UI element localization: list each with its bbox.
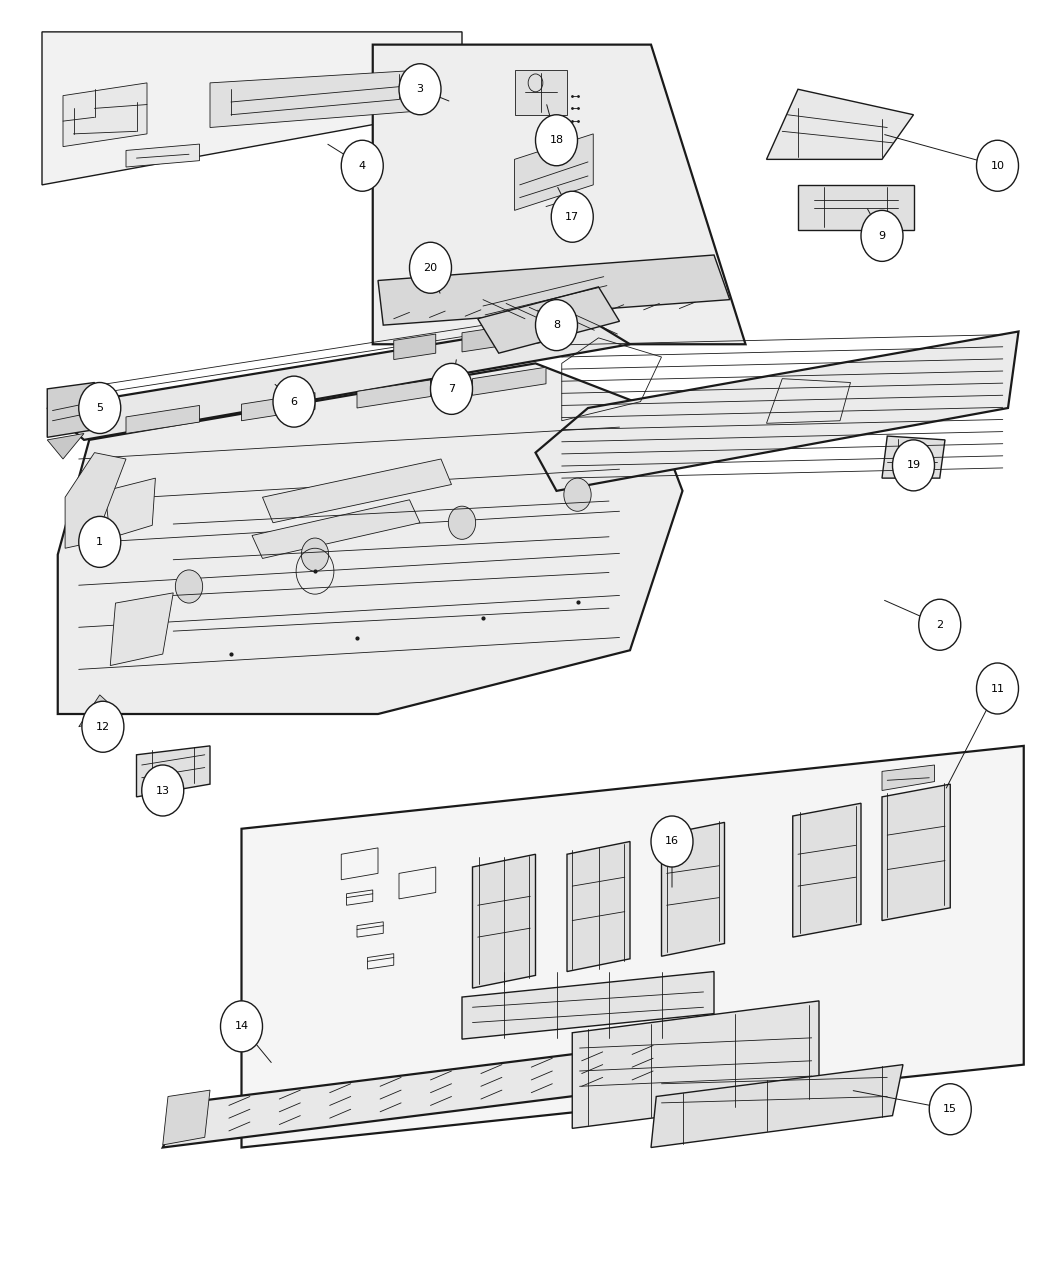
Polygon shape <box>378 255 730 325</box>
Polygon shape <box>47 434 84 459</box>
Polygon shape <box>766 89 914 159</box>
Text: 11: 11 <box>990 683 1005 694</box>
Polygon shape <box>373 45 746 344</box>
Polygon shape <box>357 380 430 408</box>
Text: 3: 3 <box>417 84 423 94</box>
Polygon shape <box>210 70 420 128</box>
Polygon shape <box>472 367 546 395</box>
Text: 15: 15 <box>943 1104 958 1114</box>
Circle shape <box>448 506 476 539</box>
Polygon shape <box>462 972 714 1039</box>
Text: 7: 7 <box>448 384 455 394</box>
Polygon shape <box>79 695 121 727</box>
Polygon shape <box>47 382 94 437</box>
Text: 19: 19 <box>906 460 921 470</box>
Text: 13: 13 <box>155 785 170 796</box>
Circle shape <box>175 570 203 603</box>
Polygon shape <box>105 478 155 538</box>
Polygon shape <box>136 746 210 797</box>
Circle shape <box>410 242 452 293</box>
Text: 6: 6 <box>291 397 297 407</box>
Circle shape <box>399 64 441 115</box>
Text: 17: 17 <box>565 212 580 222</box>
Text: 4: 4 <box>359 161 365 171</box>
Polygon shape <box>882 765 934 790</box>
Polygon shape <box>798 185 914 230</box>
Polygon shape <box>65 453 126 548</box>
Circle shape <box>651 816 693 867</box>
Polygon shape <box>242 746 1024 1148</box>
Circle shape <box>79 516 121 567</box>
Polygon shape <box>478 287 620 353</box>
Polygon shape <box>163 1039 693 1148</box>
Circle shape <box>82 701 124 752</box>
Polygon shape <box>567 842 630 972</box>
Polygon shape <box>462 326 504 352</box>
Circle shape <box>273 376 315 427</box>
Circle shape <box>551 191 593 242</box>
Text: 2: 2 <box>937 620 943 630</box>
Circle shape <box>929 1084 971 1135</box>
Polygon shape <box>242 393 315 421</box>
Text: 1: 1 <box>97 537 103 547</box>
Polygon shape <box>662 822 724 956</box>
Circle shape <box>564 478 591 511</box>
Polygon shape <box>530 319 572 344</box>
Circle shape <box>301 538 329 571</box>
Polygon shape <box>394 334 436 360</box>
Text: 10: 10 <box>990 161 1005 171</box>
Text: 14: 14 <box>234 1021 249 1031</box>
Circle shape <box>892 440 934 491</box>
Circle shape <box>79 382 121 434</box>
Polygon shape <box>651 1065 903 1148</box>
Circle shape <box>142 765 184 816</box>
Polygon shape <box>572 1001 819 1128</box>
Polygon shape <box>882 436 945 478</box>
Polygon shape <box>110 593 173 666</box>
Text: 8: 8 <box>553 320 560 330</box>
Polygon shape <box>882 784 950 921</box>
Polygon shape <box>793 803 861 937</box>
Polygon shape <box>472 854 536 988</box>
Polygon shape <box>514 134 593 210</box>
Polygon shape <box>126 144 200 167</box>
Polygon shape <box>252 500 420 558</box>
Circle shape <box>536 300 578 351</box>
Circle shape <box>536 115 578 166</box>
Circle shape <box>919 599 961 650</box>
Circle shape <box>341 140 383 191</box>
Circle shape <box>430 363 473 414</box>
Circle shape <box>976 140 1018 191</box>
Text: 9: 9 <box>879 231 885 241</box>
Text: 18: 18 <box>549 135 564 145</box>
Circle shape <box>220 1001 262 1052</box>
Polygon shape <box>514 70 567 115</box>
Polygon shape <box>63 83 147 147</box>
Polygon shape <box>126 405 200 434</box>
Polygon shape <box>42 32 462 185</box>
Text: 12: 12 <box>96 722 110 732</box>
Polygon shape <box>536 332 1018 491</box>
Polygon shape <box>58 363 682 714</box>
Polygon shape <box>47 319 630 440</box>
Circle shape <box>861 210 903 261</box>
Text: 20: 20 <box>423 263 438 273</box>
Text: 5: 5 <box>97 403 103 413</box>
Circle shape <box>976 663 1018 714</box>
Polygon shape <box>262 459 452 523</box>
Polygon shape <box>163 1090 210 1145</box>
Text: 16: 16 <box>665 836 679 847</box>
